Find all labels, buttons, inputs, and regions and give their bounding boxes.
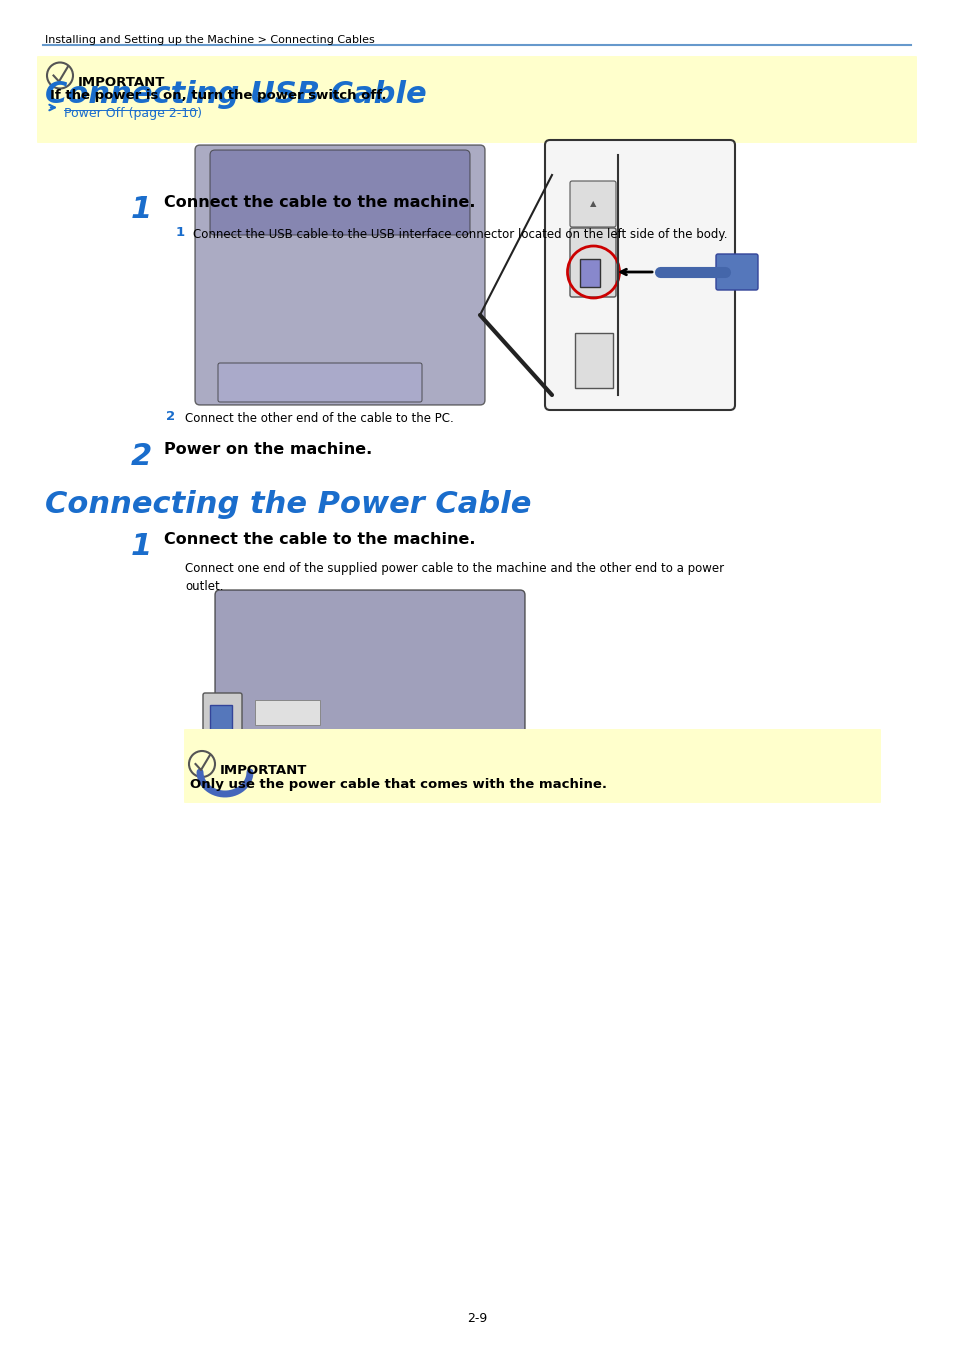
Bar: [210, 705, 232, 733]
FancyBboxPatch shape: [203, 769, 236, 796]
FancyBboxPatch shape: [544, 140, 734, 410]
Text: 2: 2: [131, 441, 152, 471]
Text: IMPORTANT: IMPORTANT: [78, 76, 165, 89]
FancyBboxPatch shape: [184, 729, 880, 803]
Text: Power Off (page 2-10): Power Off (page 2-10): [64, 107, 202, 120]
Bar: [254, 701, 319, 725]
FancyBboxPatch shape: [37, 55, 916, 143]
FancyBboxPatch shape: [203, 693, 242, 743]
Text: 2-9: 2-9: [466, 1312, 487, 1324]
Bar: [579, 259, 599, 288]
Text: Connect the cable to the machine.: Connect the cable to the machine.: [164, 532, 475, 547]
FancyBboxPatch shape: [569, 181, 616, 227]
FancyBboxPatch shape: [569, 228, 616, 297]
Text: 1: 1: [131, 532, 152, 562]
Text: ▲: ▲: [590, 198, 597, 208]
FancyBboxPatch shape: [194, 144, 484, 405]
Text: Connect one end of the supplied power cable to the machine and the other end to : Connect one end of the supplied power ca…: [185, 562, 723, 593]
Text: 2: 2: [166, 410, 174, 423]
Text: Installing and Setting up the Machine > Connecting Cables: Installing and Setting up the Machine > …: [45, 35, 375, 45]
Text: Connect the other end of the cable to the PC.: Connect the other end of the cable to th…: [185, 412, 454, 425]
FancyBboxPatch shape: [218, 363, 421, 402]
FancyBboxPatch shape: [218, 756, 521, 782]
Text: IMPORTANT: IMPORTANT: [220, 764, 307, 778]
Text: 1: 1: [131, 194, 152, 224]
Text: Connect the USB cable to the USB interface connector located on the left side of: Connect the USB cable to the USB interfa…: [193, 228, 727, 242]
Bar: [575, 333, 613, 387]
Text: 1: 1: [175, 225, 185, 239]
Text: Power on the machine.: Power on the machine.: [164, 441, 372, 458]
Text: If the power is on, turn the power switch off.: If the power is on, turn the power switc…: [50, 89, 386, 101]
Text: Connecting USB Cable: Connecting USB Cable: [45, 80, 426, 109]
Text: Only use the power cable that comes with the machine.: Only use the power cable that comes with…: [190, 778, 606, 791]
Text: Connect the cable to the machine.: Connect the cable to the machine.: [164, 194, 475, 211]
FancyBboxPatch shape: [210, 150, 470, 235]
FancyBboxPatch shape: [214, 590, 524, 765]
FancyBboxPatch shape: [716, 254, 758, 290]
Text: Connecting the Power Cable: Connecting the Power Cable: [45, 490, 531, 518]
